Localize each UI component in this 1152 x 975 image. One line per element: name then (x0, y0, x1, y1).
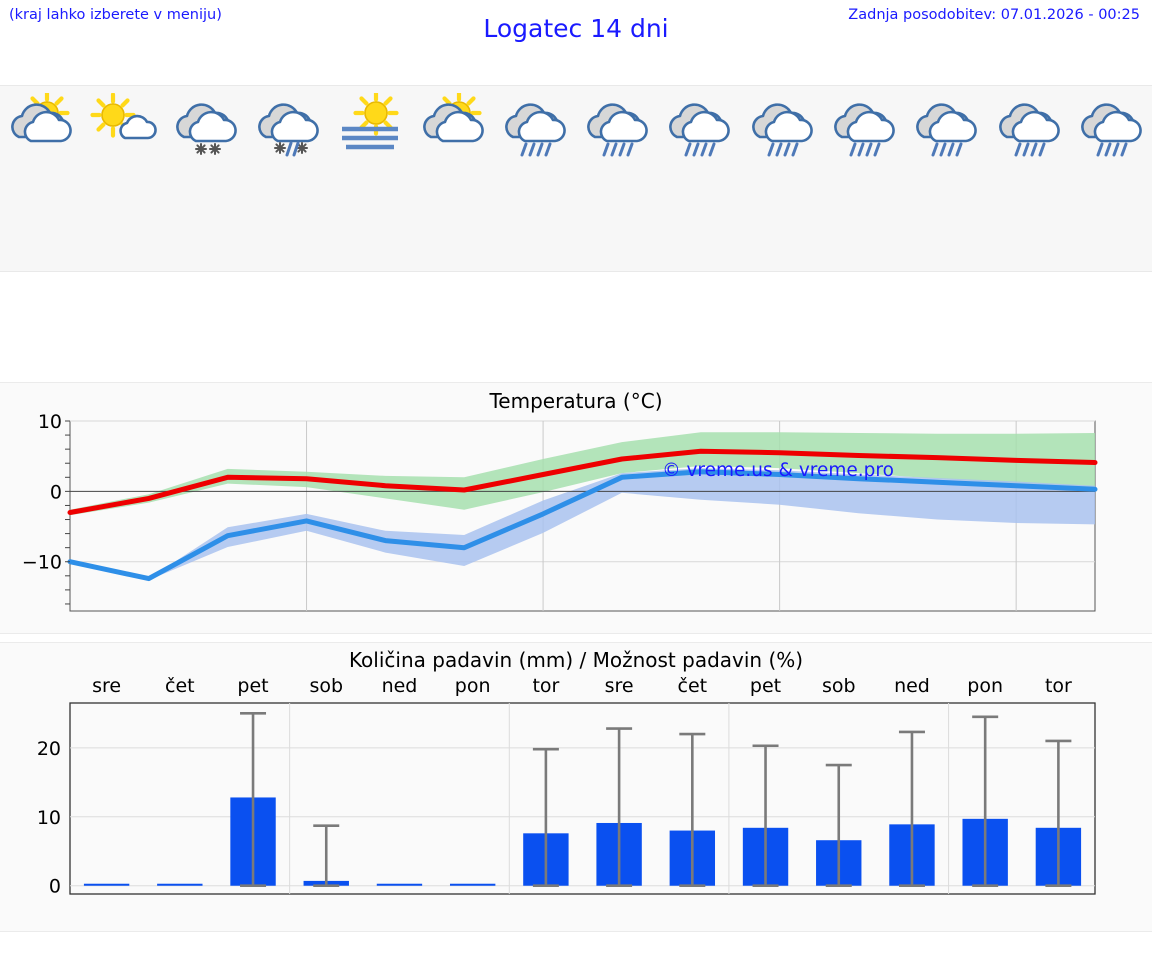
precipitation-bar (376, 883, 423, 886)
precipitation-y-tick-label: 20 (37, 738, 61, 760)
precipitation-probability (494, 895, 576, 935)
cloud-rain-icon (910, 93, 982, 157)
precipitation-probability (411, 895, 493, 935)
precipitation-error-bar (606, 727, 633, 888)
precipitation-error-bar (313, 824, 340, 888)
precipitation-probability (741, 895, 823, 935)
day-column[interactable] (165, 86, 247, 271)
precipitation-probability-row (0, 895, 1152, 935)
precipitation-y-tick-label: 0 (49, 876, 61, 898)
day-column[interactable] (741, 86, 823, 271)
partly-cloudy-icon (5, 90, 77, 157)
cloud-rain-icon (1075, 93, 1147, 157)
precipitation-probability (658, 895, 740, 935)
precipitation-probability (987, 895, 1069, 935)
day-column[interactable] (329, 86, 411, 271)
cloud-snow-icon (170, 93, 242, 157)
precipitation-probability (247, 895, 329, 935)
sun-fog-icon (334, 90, 406, 157)
precipitation-x-tick-label: sob (822, 675, 856, 697)
cloud-rain-icon (993, 93, 1065, 157)
precipitation-error-bar (1045, 739, 1072, 888)
precipitation-chart-panel: Količina padavin (mm) / Možnost padavin … (0, 642, 1152, 932)
day-column[interactable] (658, 86, 740, 271)
precipitation-chart-svg: sre čet pet sob ned pon tor sre čet pet sob ned pon t… (37, 675, 1096, 898)
temperature-chart-title: Temperatura (°C) (489, 389, 663, 413)
day-column[interactable] (82, 86, 164, 271)
day-column[interactable] (247, 86, 329, 271)
precipitation-bar (83, 883, 130, 886)
precipitation-probability (576, 895, 658, 935)
precipitation-error-bar (825, 763, 852, 888)
temperature-range-band (70, 468, 1095, 580)
day-column[interactable] (987, 86, 1069, 271)
precipitation-y-tick-label: 10 (37, 807, 61, 829)
precipitation-x-tick-label: sob (309, 675, 343, 697)
precipitation-x-tick-label: čet (678, 675, 708, 697)
temperature-chart-svg: 10 0 −10 © vreme.us & vreme.pro (22, 411, 1098, 612)
precipitation-probability (823, 895, 905, 935)
location-menu-note[interactable]: (kraj lahko izberete v meniju) (9, 7, 222, 23)
page-header: (kraj lahko izberete v meniju) Logatec 1… (0, 0, 1152, 50)
temperature-series-line (67, 469, 1098, 582)
day-column[interactable] (576, 86, 658, 271)
precipitation-x-tick-label: tor (532, 675, 559, 697)
precipitation-bar (157, 883, 203, 886)
cloud-rain-icon (746, 93, 818, 157)
precipitation-x-tick-label: sre (605, 675, 634, 697)
precipitation-probability (905, 895, 987, 935)
precipitation-x-tick-label: ned (382, 675, 418, 697)
temperature-y-tick-label: 0 (50, 481, 62, 503)
partly-cloudy-icon (417, 90, 489, 157)
precipitation-probability (165, 895, 247, 935)
precipitation-error-bar (972, 715, 999, 888)
precipitation-x-tick-label: tor (1045, 675, 1072, 697)
precipitation-x-tick-label: pon (967, 675, 1003, 697)
precipitation-probability (1070, 895, 1152, 935)
temperature-series-line (67, 448, 1098, 515)
precipitation-probability (0, 895, 82, 935)
precipitation-x-tick-label: pet (750, 675, 781, 697)
precipitation-error-bar (240, 712, 267, 888)
precipitation-x-tick-label: pet (237, 675, 268, 697)
cloud-rain-icon (663, 93, 735, 157)
precipitation-error-bar (898, 730, 925, 888)
daily-forecast-strip (0, 85, 1152, 272)
day-column[interactable] (823, 86, 905, 271)
precipitation-x-tick-label: ned (894, 675, 930, 697)
cloud-rain-icon (499, 93, 571, 157)
precipitation-error-bar (752, 744, 779, 888)
temperature-y-tick-label: −10 (22, 552, 62, 574)
precipitation-x-tick-label: čet (165, 675, 195, 697)
page-title: Logatec 14 dni (483, 14, 669, 43)
precipitation-probability (82, 895, 164, 935)
day-column[interactable] (1070, 86, 1152, 271)
precipitation-chart-title: Količina padavin (mm) / Možnost padavin … (348, 648, 804, 672)
cloud-rain-icon (828, 93, 900, 157)
cloud-rain-icon (581, 93, 653, 157)
precipitation-x-tick-label: sre (92, 675, 121, 697)
cloud-sleet-icon (252, 93, 324, 157)
precipitation-bar (449, 883, 496, 886)
precipitation-probability (329, 895, 411, 935)
last-updated-label: Zadnja posodobitev: 07.01.2026 - 00:25 (848, 7, 1140, 23)
precipitation-x-tick-label: pon (455, 675, 491, 697)
watermark-label: © vreme.us & vreme.pro (662, 460, 894, 481)
precipitation-error-bar (532, 747, 559, 888)
day-column[interactable] (494, 86, 576, 271)
day-column[interactable] (0, 86, 82, 271)
temperature-chart-panel: Temperatura (°C) 10 0 −10 © vreme.us & vrem… (0, 382, 1152, 634)
day-column[interactable] (905, 86, 987, 271)
temperature-y-tick-label: 10 (38, 411, 62, 433)
precipitation-error-bar (679, 732, 706, 888)
sun-small-cloud-icon (87, 92, 159, 157)
day-column[interactable] (411, 86, 493, 271)
